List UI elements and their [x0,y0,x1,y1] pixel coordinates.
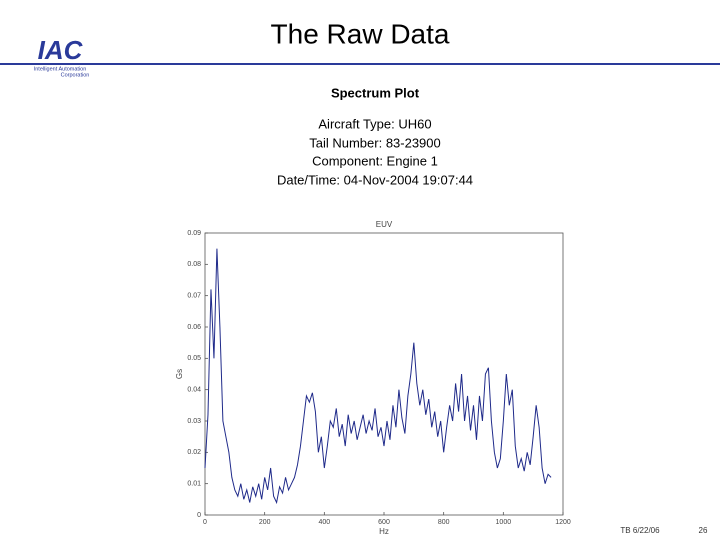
x-tick-label: 600 [378,519,390,526]
y-tick-label: 0.07 [187,293,201,300]
y-tick-label: 0.09 [187,230,201,237]
y-tick-label: 0.02 [187,449,201,456]
info-line: Tail Number: 83-23900 [309,135,441,150]
slide-title: The Raw Data [271,18,450,49]
x-tick-label: 200 [259,519,271,526]
logo-text: Corporation [61,72,90,78]
plot-frame [204,232,564,516]
page-number: 26 [699,526,708,535]
chart-title: EUV [376,220,393,229]
x-tick-label: 800 [438,519,450,526]
footer: TB 6/22/06 [620,526,660,535]
logo-text: Intelligent Automation [34,66,87,72]
y-tick-label: 0.01 [187,481,201,488]
plot-heading: Spectrum Plot [331,85,420,100]
y-tick-label: 0 [197,512,201,519]
info-line: Date/Time: 04-Nov-2004 19:07:44 [277,172,473,187]
y-tick-label: 0.06 [187,324,201,331]
x-tick-label: 1200 [555,519,571,526]
x-tick-label: 0 [203,519,207,526]
y-tick-label: 0.05 [187,355,201,362]
spectrum-line [204,248,552,505]
y-tick-label: 0.08 [187,261,201,268]
info-line: Aircraft Type: UH60 [318,116,431,131]
x-axis-label: Hz [379,527,389,536]
logo: IAC [38,35,84,65]
x-tick-label: 400 [318,519,330,526]
y-axis-label: Gs [175,369,184,379]
y-tick-label: 0.04 [187,387,201,394]
info-line: Component: Engine 1 [312,153,438,168]
y-tick-label: 0.03 [187,418,201,425]
x-tick-label: 1000 [496,519,512,526]
